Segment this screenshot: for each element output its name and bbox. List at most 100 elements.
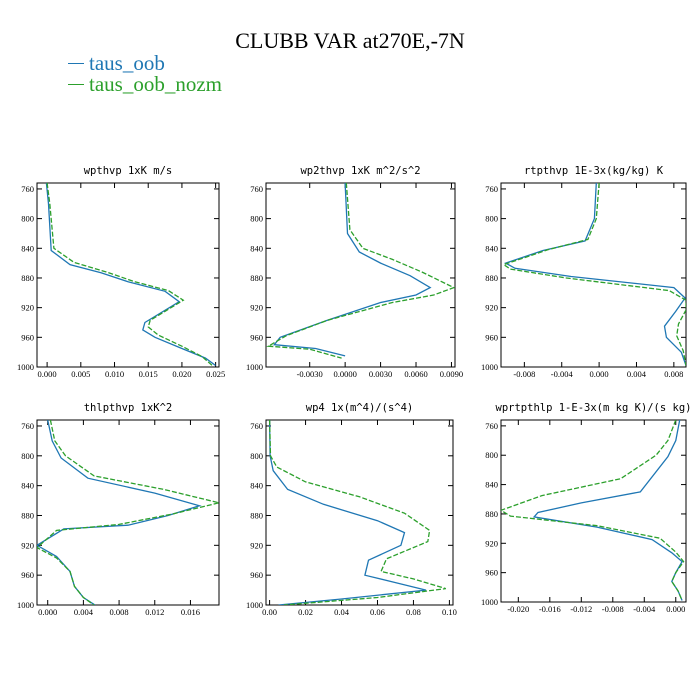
y-tick-label: 840 — [485, 480, 498, 490]
x-tick-label: 0.025 — [206, 369, 225, 379]
y-tick-label: 800 — [485, 450, 498, 460]
y-tick-label: 1000 — [246, 600, 263, 610]
x-tick-label: 0.0090 — [440, 369, 463, 379]
panel-title: thlpthvp 1xK^2 — [84, 402, 173, 414]
y-tick-label: 920 — [485, 538, 498, 548]
x-tick-label: 0.0030 — [369, 369, 392, 379]
legend-swatch — [68, 62, 84, 64]
x-tick-label: -0.008 — [602, 604, 624, 614]
x-tick-label: 0.0000 — [333, 369, 356, 379]
y-tick-label: 840 — [485, 243, 498, 253]
x-tick-label: 0.020 — [172, 369, 191, 379]
series-line-taus-oob-nozm — [268, 420, 446, 605]
y-tick-label: 880 — [21, 273, 34, 283]
y-tick-label: 760 — [21, 184, 34, 194]
y-tick-label: 1000 — [246, 362, 263, 372]
y-tick-label: 1000 — [481, 362, 498, 372]
series-line-taus-oob-nozm — [266, 183, 455, 359]
y-tick-label: 880 — [250, 510, 263, 520]
y-tick-label: 800 — [250, 214, 263, 224]
x-tick-label: 0.06 — [370, 607, 385, 617]
y-tick-label: 960 — [250, 570, 263, 580]
y-tick-label: 920 — [21, 303, 34, 313]
y-tick-label: 960 — [250, 332, 263, 342]
y-tick-label: 760 — [250, 184, 263, 194]
y-tick-label: 760 — [485, 421, 498, 431]
x-tick-label: -0.016 — [539, 604, 561, 614]
series-line-taus-oob — [45, 183, 216, 367]
y-tick-label: 880 — [485, 273, 498, 283]
x-tick-label: 0.016 — [181, 607, 200, 617]
y-tick-label: 760 — [250, 421, 263, 431]
chart-title: CLUBB VAR at270E,-7N — [235, 28, 465, 53]
plot-frame — [265, 419, 454, 606]
plot-frame — [500, 182, 687, 368]
legend-entry-taus-oob: taus_oob — [68, 52, 165, 74]
chart-panel: rtpthvp 1E-3x(kg/kg) K 760 800 840 880 920 960… — [481, 165, 687, 379]
series-line-taus-oob — [268, 420, 427, 605]
plot-frame — [500, 419, 687, 603]
y-tick-label: 920 — [250, 303, 263, 313]
series-line-taus-oob — [504, 183, 686, 366]
x-tick-label: 0.004 — [627, 369, 647, 379]
y-tick-label: 800 — [21, 214, 34, 224]
legend-entry-taus-oob-nozm: taus_oob_nozm — [68, 73, 222, 95]
y-tick-label: 920 — [250, 540, 263, 550]
legend-label: taus_oob — [89, 51, 165, 75]
panel-title: wpthvp 1xK m/s — [84, 165, 173, 177]
series-line-taus-oob-nozm — [502, 183, 686, 366]
y-tick-label: 960 — [485, 332, 498, 342]
y-tick-label: 880 — [250, 273, 263, 283]
series-line-taus-oob — [37, 420, 202, 605]
x-tick-label: 0.004 — [74, 607, 94, 617]
panel-title: rtpthvp 1E-3x(kg/kg) K — [524, 165, 664, 177]
chart-panel: wprtpthlp 1-E-3x(m kg K)/(s kg) 760 800 840… — [481, 402, 691, 614]
chart-panel: thlpthvp 1xK^2 760 800 840 880 920 960 1000 0.00… — [17, 402, 220, 617]
legend-label: taus_oob_nozm — [89, 72, 222, 96]
chart-panel: wp4 1x(m^4)/(s^4)76080084088092096010000… — [246, 402, 457, 617]
x-tick-label: 0.02 — [298, 607, 313, 617]
x-tick-label: 0.04 — [334, 607, 350, 617]
plot-frame — [36, 419, 220, 606]
x-tick-label: 0.0060 — [404, 369, 427, 379]
x-tick-label: 0.005 — [71, 369, 90, 379]
x-tick-label: 0.008 — [110, 607, 129, 617]
panel-title: wp2thvp 1xK m^2/s^2 — [300, 165, 420, 177]
chart-panel: wp2thvp 1xK m^2/s^2 760 800 840 880 920 960 100… — [246, 165, 463, 379]
x-tick-label: 0.00 — [262, 607, 277, 617]
x-tick-label: 0.008 — [664, 369, 683, 379]
x-tick-label: -0.012 — [570, 604, 592, 614]
y-tick-label: 840 — [21, 481, 34, 491]
x-tick-label: 0.10 — [442, 607, 457, 617]
panel-title: wprtpthlp 1-E-3x(m kg K)/(s kg) — [496, 402, 692, 414]
y-tick-label: 1000 — [17, 600, 34, 610]
y-tick-label: 920 — [21, 540, 34, 550]
x-tick-label: -0.0030 — [297, 369, 323, 379]
series-line-taus-oob-nozm — [37, 420, 219, 605]
x-tick-label: -0.020 — [507, 604, 529, 614]
x-tick-label: 0.000 — [666, 604, 685, 614]
y-tick-label: 800 — [21, 451, 34, 461]
y-tick-label: 920 — [485, 303, 498, 313]
x-tick-label: 0.000 — [38, 369, 57, 379]
y-tick-label: 840 — [21, 243, 34, 253]
y-tick-label: 880 — [485, 509, 498, 519]
x-tick-label: -0.004 — [551, 369, 574, 379]
x-tick-label: -0.004 — [633, 604, 656, 614]
y-tick-label: 800 — [485, 214, 498, 224]
plot-frame — [265, 182, 456, 368]
y-tick-label: 840 — [250, 243, 263, 253]
x-tick-label: 0.010 — [105, 369, 124, 379]
series-line-taus-oob — [532, 420, 683, 601]
x-tick-label: 0.012 — [145, 607, 164, 617]
y-tick-label: 760 — [21, 421, 34, 431]
y-tick-label: 960 — [21, 570, 34, 580]
y-tick-label: 760 — [485, 184, 498, 194]
x-tick-label: 0.000 — [38, 607, 57, 617]
series-line-taus-oob — [273, 183, 432, 357]
y-tick-label: 1000 — [481, 597, 498, 607]
y-tick-label: 840 — [250, 481, 263, 491]
y-tick-label: 960 — [21, 332, 34, 342]
y-tick-label: 800 — [250, 451, 263, 461]
x-tick-label: 0.08 — [406, 607, 421, 617]
